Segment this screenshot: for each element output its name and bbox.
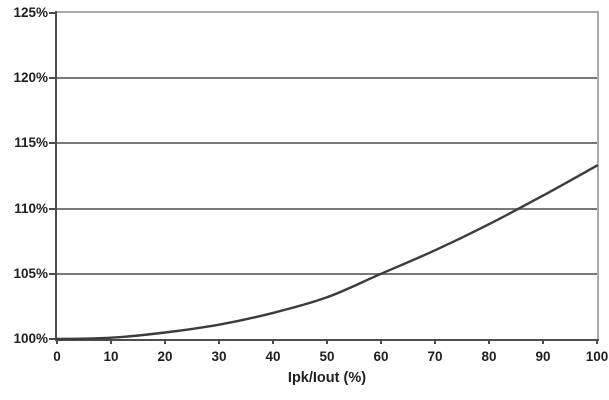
x-tick-label: 40	[265, 349, 281, 364]
x-tick-label: 80	[481, 349, 497, 364]
y-tick-label: 110%	[14, 200, 48, 216]
gridline	[57, 207, 597, 210]
x-tick-mark	[596, 339, 598, 344]
y-tick-mark	[49, 207, 55, 210]
x-tick-mark	[218, 339, 220, 344]
x-tick-mark	[164, 339, 166, 344]
data-series-curve	[55, 164, 599, 341]
x-tick-label: 60	[373, 349, 389, 364]
x-tick-label: 30	[211, 349, 227, 364]
y-tick-label: 120%	[13, 70, 48, 86]
y-tick-mark	[49, 142, 55, 145]
x-tick-mark	[272, 339, 274, 344]
x-tick-mark	[434, 339, 436, 344]
x-tick-mark	[488, 339, 490, 344]
x-tick-label: 20	[157, 349, 173, 364]
x-tick-label: 70	[427, 349, 443, 364]
plot-area	[49, 11, 599, 344]
y-tick-mark	[49, 12, 55, 14]
plot-border-right	[597, 11, 599, 339]
y-tick-mark	[49, 338, 55, 340]
gridline	[57, 142, 597, 145]
x-tick-label: 10	[103, 349, 119, 364]
x-tick-label: 100	[585, 349, 609, 364]
x-tick-label: 50	[319, 349, 335, 364]
gridline	[57, 272, 597, 275]
y-tick-label: 125%	[13, 5, 48, 20]
plot-border-top	[57, 11, 597, 13]
x-tick-mark	[380, 339, 382, 344]
x-tick-label: 90	[535, 349, 551, 364]
y-axis-line	[55, 11, 57, 339]
x-tick-mark	[542, 339, 544, 344]
y-tick-label: 105%	[13, 265, 48, 281]
x-tick-label: 0	[53, 349, 61, 364]
gridline	[57, 77, 597, 80]
y-tick-mark	[49, 77, 55, 80]
x-axis-title: Ipk/Iout (%)	[287, 370, 367, 386]
y-tick-label: 100%	[13, 331, 48, 346]
x-tick-mark	[326, 339, 328, 344]
x-tick-mark	[110, 339, 112, 344]
x-tick-mark	[56, 339, 58, 344]
y-tick-mark	[49, 272, 55, 275]
y-tick-label: 115%	[14, 135, 48, 151]
